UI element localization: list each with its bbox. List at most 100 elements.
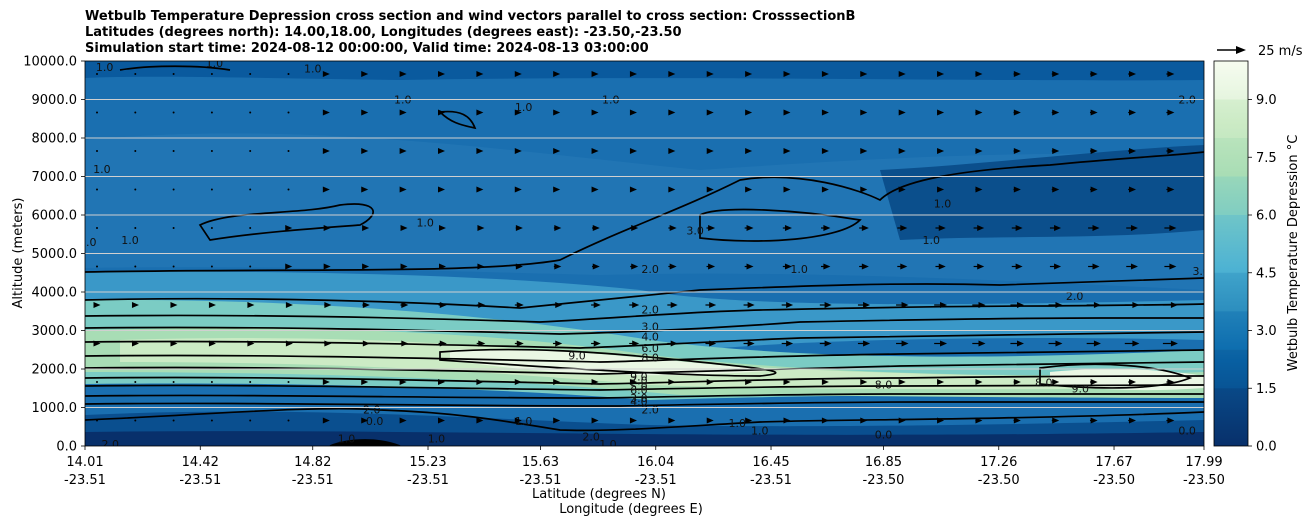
contour-label: 1.0 (206, 57, 224, 70)
wind-vector (322, 379, 330, 385)
wind-vector (553, 186, 561, 193)
colorbar-band (1214, 80, 1248, 100)
y-tick-label: 6000.0 (32, 209, 78, 224)
x-tick-label-lat: 17.99 (1185, 455, 1222, 470)
wind-vector (897, 225, 908, 231)
colorbar-band (1214, 407, 1248, 427)
wind-vector (399, 71, 407, 77)
contour-label: 1.0 (599, 438, 617, 451)
wind-vector (515, 225, 523, 231)
contour-label: 1.0 (515, 415, 533, 428)
y-tick-label: 0.0 (56, 440, 77, 455)
wind-vector (1166, 109, 1175, 116)
contour-label: 1.0 (428, 432, 446, 445)
wind-vector (476, 302, 486, 308)
wind-vector (705, 340, 717, 347)
wind-vector (819, 340, 832, 347)
y-tick-label: 1000.0 (32, 401, 78, 416)
wind-vector (1089, 148, 1098, 154)
wind-vector (898, 71, 906, 77)
contour-label: 0.0 (366, 415, 384, 428)
contour-label: 9.0 (1072, 382, 1090, 395)
wind-vector (898, 186, 906, 193)
wind-vector (287, 381, 290, 383)
wind-vector (249, 381, 252, 383)
colorbar-band (1214, 157, 1248, 177)
x-axis-ticks: 14.01 -23.51 14.42 -23.51 14.82 -23.51 15.23 -2… (64, 446, 1225, 488)
wind-vector (1013, 186, 1021, 193)
wind-vector (706, 186, 714, 193)
x-tick-label-lat: 14.01 (66, 455, 103, 470)
wind-vector (361, 379, 369, 385)
wind-vector (438, 340, 447, 347)
wind-vector (1013, 71, 1021, 77)
wind-vector (1128, 379, 1137, 385)
x-tick-label-lon: -23.50 (978, 473, 1020, 488)
colorbar-band (1214, 311, 1248, 331)
quiver-key: 25 m/s (1217, 44, 1303, 59)
colorbar-band (1214, 369, 1248, 389)
wind-vector (249, 227, 252, 229)
wind-vector (591, 417, 599, 424)
y-tick-label: 8000.0 (32, 132, 78, 147)
wind-vector (134, 227, 137, 229)
wind-vector (705, 302, 717, 308)
wind-vector (1164, 225, 1177, 231)
wind-vector (857, 340, 871, 347)
wind-vector (514, 340, 524, 347)
colorbar-band (1214, 253, 1248, 273)
wind-vector (287, 73, 290, 75)
wind-vector (514, 302, 524, 308)
wind-vector (553, 225, 562, 231)
contour-label: 2.0 (102, 438, 120, 451)
wind-vector (706, 225, 716, 231)
wind-vector (668, 109, 676, 116)
contour-label: 1.0 (96, 61, 114, 74)
contour-label: 6.0 (641, 342, 659, 355)
colorbar-band (1214, 118, 1248, 138)
wind-vector (362, 263, 370, 270)
wind-vector (859, 225, 869, 231)
contour-line (1039, 363, 1193, 389)
y-tick-label: 9000.0 (32, 93, 78, 108)
contour-label: 2.0 (641, 303, 659, 316)
contour-label: 1.0 (790, 263, 808, 276)
quiver-key-arrow-icon (1236, 46, 1246, 54)
wind-vector (744, 263, 754, 270)
colorbar-fill (1214, 61, 1248, 446)
wind-vector (172, 227, 175, 229)
colorbar-band (1214, 215, 1248, 235)
y-gridlines (85, 99, 1204, 408)
x-tick-label-lon: -23.51 (292, 473, 334, 488)
y-tick-label: 7000.0 (32, 170, 78, 185)
contour-line (85, 151, 1204, 273)
wind-vector (400, 302, 409, 308)
wind-vector (937, 379, 945, 385)
wind-vector (96, 381, 98, 383)
wind-vector (706, 109, 714, 116)
wind-vector (860, 186, 868, 193)
wind-vector (629, 109, 637, 116)
wind-vector (324, 302, 332, 308)
x-tick-label-lat: 14.82 (294, 455, 331, 470)
wind-vector (476, 148, 484, 154)
wind-vector (1089, 71, 1098, 77)
contour-lines (85, 65, 1204, 446)
contour-line (438, 110, 477, 130)
wind-vector (743, 340, 755, 347)
y-tick-label: 4000.0 (32, 286, 78, 301)
wind-vector (172, 419, 175, 422)
wind-vector (438, 148, 446, 154)
contour-label: 8.0 (875, 378, 893, 391)
y-tick-label: 10000.0 (23, 55, 77, 70)
wind-vector (285, 340, 293, 347)
contour-line (198, 203, 374, 241)
x-tick-label-lat: 15.23 (409, 455, 446, 470)
wind-vector (131, 302, 139, 308)
wind-vector (975, 417, 983, 424)
wind-vector (860, 379, 868, 385)
wind-vector (1162, 302, 1178, 308)
wind-vector (1013, 379, 1021, 385)
colorbar: 0.0 1.5 3.0 4.5 6.0 7.5 9.0 Wetbulb Temperatur… (1213, 60, 1301, 455)
wind-vector (857, 302, 871, 308)
